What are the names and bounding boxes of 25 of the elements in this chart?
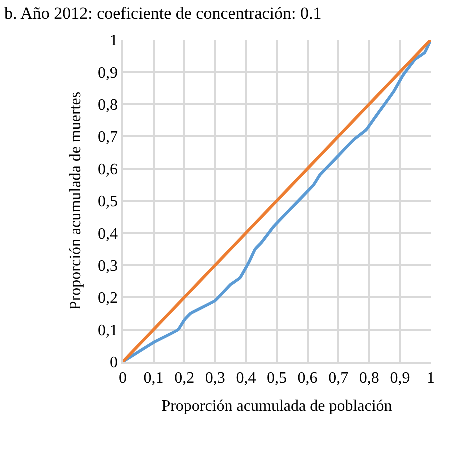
x-axis-title: Proporción acumulada de población (162, 398, 392, 416)
y-tick-label: 0,9 (98, 64, 118, 82)
x-tick-label: 0,9 (390, 370, 410, 387)
x-tick-label: 0,1 (144, 370, 164, 387)
chart-title: b. Año 2012: coeficiente de concentración: 0.1 (4, 4, 322, 23)
x-tick-label: 0,8 (359, 370, 380, 387)
x-tick-label: 0,6 (298, 370, 318, 387)
x-tick-label: 0,7 (328, 370, 349, 387)
line-series (123, 40, 431, 362)
x-tick-label: 0,3 (205, 370, 226, 387)
x-tick-label: 0,4 (236, 370, 256, 387)
y-tick-label: 0,6 (98, 161, 118, 178)
y-tick-label: 0 (110, 354, 118, 372)
y-tick-label: 0,3 (98, 258, 118, 275)
y-tick-label: 1 (110, 32, 118, 50)
y-tick-label: 0,2 (98, 290, 118, 308)
y-tick-label: 0,5 (98, 194, 118, 211)
y-tick-label: 0,8 (98, 97, 118, 114)
x-tick-label: 0,5 (267, 370, 287, 387)
x-tick-label: 1 (427, 370, 435, 387)
y-tick-label: 0,1 (98, 322, 118, 340)
y-axis-title: Proporción acumulada de muertes (68, 92, 84, 310)
x-tick-label: 0,2 (174, 370, 195, 387)
y-tick-label: 0,7 (98, 129, 118, 146)
y-tick-label: 0,4 (98, 226, 118, 243)
